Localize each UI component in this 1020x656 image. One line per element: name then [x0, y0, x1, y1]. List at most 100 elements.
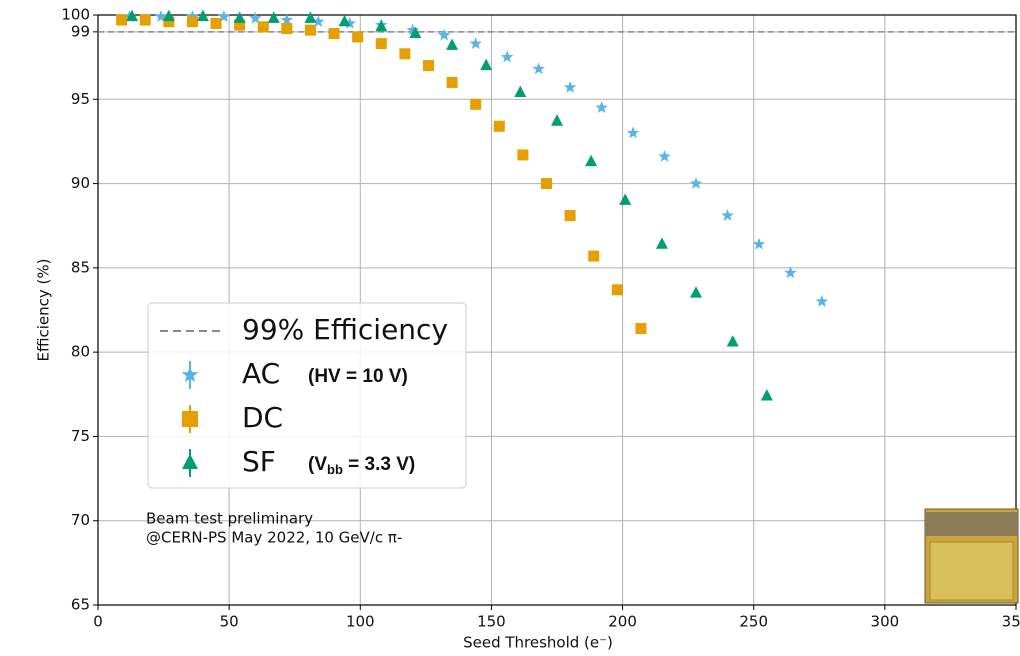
legend-note: (HV = 10 V): [308, 366, 408, 387]
x-tick-label: 250: [739, 613, 768, 631]
data-point: [162, 9, 175, 22]
data-point: [760, 389, 773, 401]
y-axis-label: Efficiency (%): [35, 259, 53, 362]
data-point: [139, 14, 151, 26]
data-point: [304, 11, 317, 23]
data-point: [116, 14, 128, 26]
chip-image-core: [929, 541, 1014, 601]
y-tick-label: 95: [71, 90, 90, 108]
y-tick-label: 100: [61, 6, 90, 24]
data-point: [154, 10, 168, 22]
data-point: [470, 98, 482, 110]
data-point: [210, 17, 222, 29]
data-point: [564, 210, 576, 222]
data-point: [312, 15, 325, 28]
data-point: [186, 16, 198, 28]
legend-label: AC: [242, 357, 280, 390]
data-point: [626, 126, 640, 139]
y-tick-label: 65: [71, 596, 90, 614]
legend-box: [147, 302, 467, 489]
data-point: [304, 24, 316, 36]
data-point: [726, 335, 739, 347]
data-point: [585, 154, 598, 167]
data-point: [619, 193, 632, 205]
data-point: [217, 10, 231, 22]
data-point: [690, 286, 703, 298]
data-point: [658, 150, 671, 162]
data-point: [234, 19, 246, 31]
chip-image-top: [925, 512, 1018, 536]
data-point: [249, 11, 262, 24]
y-tick-label: 90: [71, 174, 90, 192]
data-point: [655, 237, 668, 249]
data-point: [343, 16, 357, 29]
data-point: [588, 250, 600, 262]
data-point: [815, 295, 829, 307]
data-point: [532, 62, 545, 75]
data-point: [181, 366, 199, 383]
data-point: [409, 26, 422, 39]
legend-note-part: (V: [308, 454, 327, 475]
data-point: [721, 209, 734, 221]
data-point: [500, 50, 514, 63]
legend-label: 99% Efficiency: [242, 313, 448, 346]
data-point: [182, 411, 198, 427]
data-point: [514, 85, 527, 98]
y-tick-label: 70: [71, 511, 90, 529]
plot-frame: [97, 14, 1017, 606]
data-point: [480, 58, 493, 71]
data-point: [186, 10, 199, 22]
data-point: [196, 9, 209, 22]
data-point: [338, 14, 351, 27]
data-point: [267, 11, 280, 23]
data-point: [328, 28, 340, 40]
legend-note: (Vbb = 3.3 V): [308, 454, 415, 477]
data-point: [437, 28, 451, 41]
legend-note-part: = 3.3 V): [343, 454, 415, 475]
data-point: [595, 101, 608, 114]
data-point: [257, 21, 269, 33]
data-point: [611, 284, 623, 296]
x-tick-label: 350: [1002, 613, 1020, 631]
y-tick-label: 80: [71, 343, 90, 361]
data-point: [375, 19, 388, 32]
data-point: [563, 80, 577, 93]
data-point: [375, 38, 387, 50]
x-tick-label: 300: [871, 613, 900, 631]
y-tick-label: 99: [71, 22, 90, 40]
data-point: [182, 453, 198, 469]
data-point: [493, 120, 505, 132]
x-tick-label: 150: [477, 613, 506, 631]
x-tick-label: 200: [608, 613, 637, 631]
data-point: [541, 178, 553, 190]
legend-label: DC: [242, 401, 283, 434]
legend-note-part: bb: [327, 462, 343, 477]
data-point: [446, 38, 459, 50]
legend-label: SF: [242, 445, 276, 478]
data-point: [233, 11, 246, 23]
data-point: [635, 323, 647, 335]
data-point: [752, 237, 766, 250]
x-tick-label: 100: [346, 613, 375, 631]
data-point: [551, 114, 563, 126]
data-point: [784, 266, 797, 279]
data-point: [469, 37, 482, 49]
data-point: [446, 76, 458, 88]
data-point: [280, 13, 294, 26]
data-point: [689, 177, 703, 189]
data-point: [163, 16, 175, 28]
data-point: [352, 31, 364, 43]
data-point: [406, 23, 419, 36]
annotation: Beam test preliminary: [146, 510, 313, 528]
annotation: @CERN-PS May 2022, 10 GeV/c π-: [146, 529, 402, 547]
data-point: [399, 48, 411, 60]
x-tick-label: 0: [93, 613, 103, 631]
data-point: [517, 149, 529, 161]
data-point: [281, 22, 293, 34]
data-point: [422, 60, 434, 72]
x-axis-label: Seed Threshold (e⁻): [463, 634, 613, 652]
x-tick-label: 50: [220, 613, 239, 631]
y-tick-label: 75: [71, 427, 90, 445]
y-tick-label: 85: [71, 258, 90, 276]
